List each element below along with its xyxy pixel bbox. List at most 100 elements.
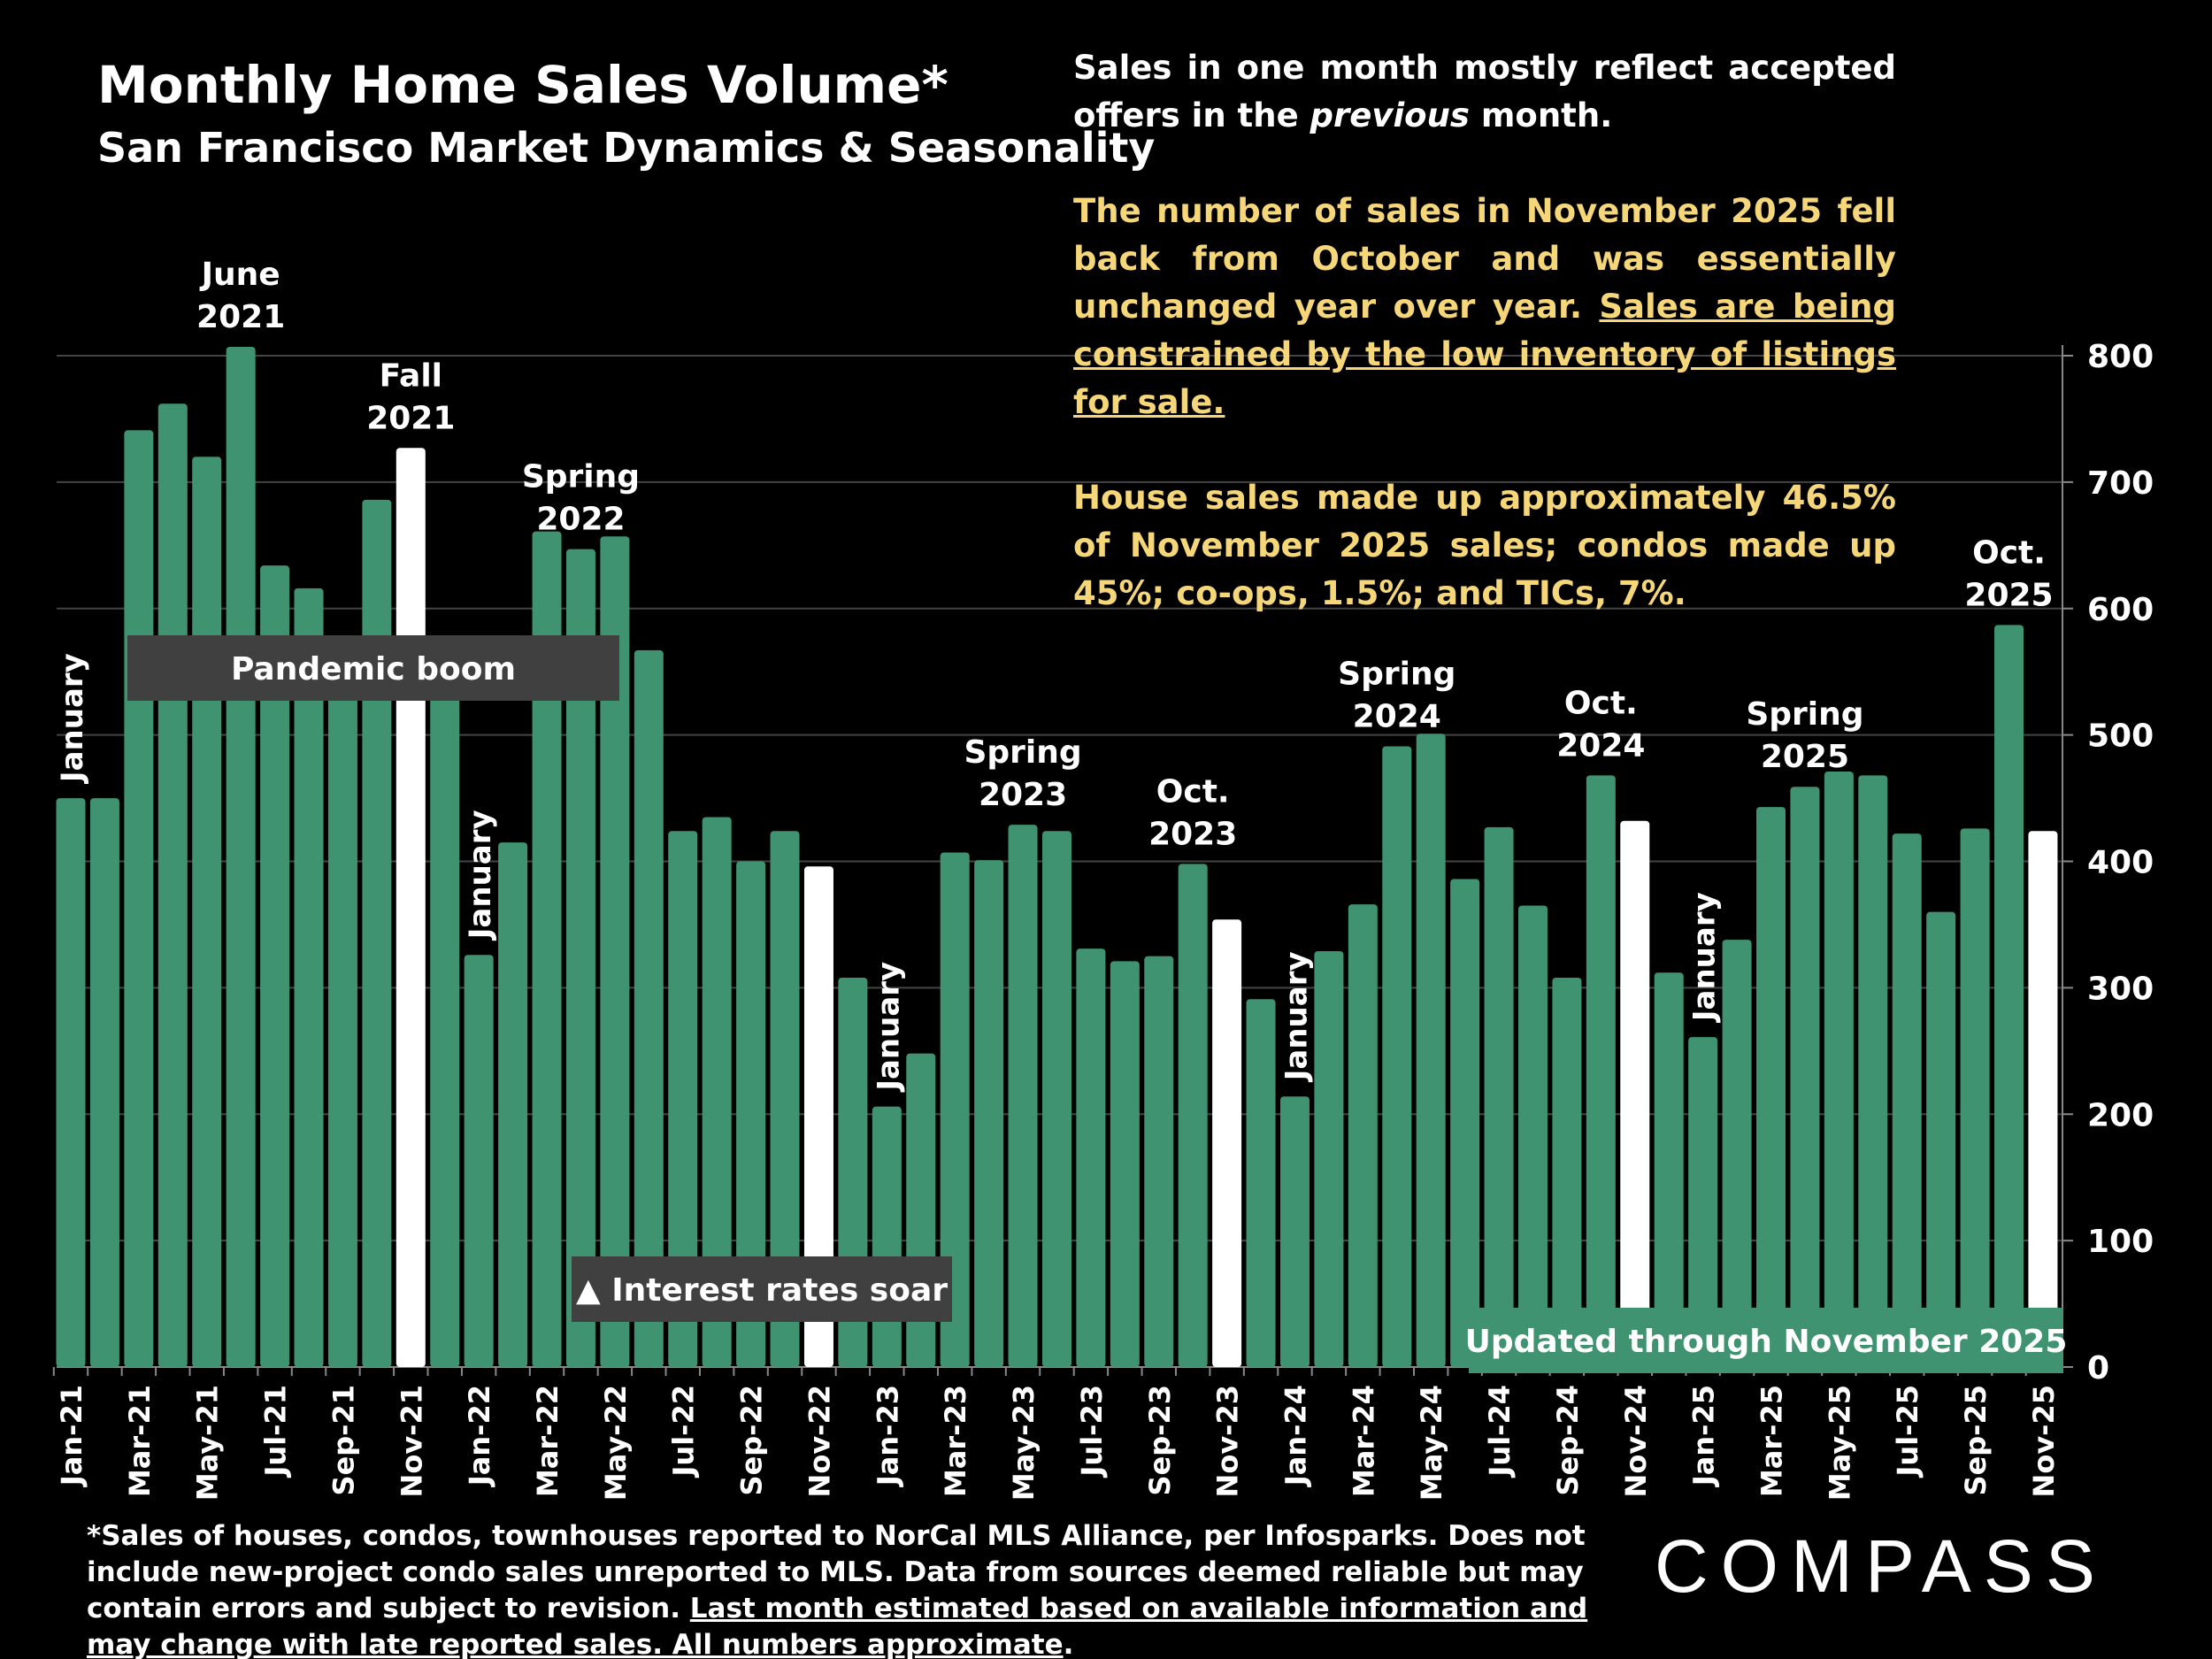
bar — [89, 798, 119, 1367]
bar — [1892, 833, 1922, 1367]
x-tick-label: Sep-22 — [735, 1385, 769, 1495]
bar — [1858, 775, 1888, 1367]
callout-label: ▲ Interest rates soar — [576, 1272, 948, 1309]
x-tick-label: May-23 — [1007, 1385, 1041, 1501]
note-text: month. — [1469, 96, 1613, 134]
x-tick-label: Mar-21 — [123, 1385, 157, 1497]
bar — [56, 798, 86, 1367]
footnote-text: . — [1063, 1629, 1074, 1659]
bar — [1041, 831, 1071, 1367]
annotation-label: Spring 2024 — [1338, 656, 1455, 734]
bar — [1246, 999, 1276, 1367]
bar — [1008, 825, 1038, 1367]
bar — [226, 346, 256, 1367]
bar — [1178, 864, 1208, 1367]
annotation-label: January — [55, 653, 90, 784]
annotation-label: January — [1279, 951, 1314, 1082]
note-emphasis: previous — [1310, 96, 1470, 134]
callout-label: Pandemic boom — [231, 651, 516, 687]
bar — [1722, 940, 1752, 1367]
compass-logo: COMPASS — [1655, 1525, 2108, 1608]
bar — [1314, 950, 1344, 1367]
note-1: Sales in one month mostly reflect accept… — [1073, 44, 1896, 140]
y-tick-label: 400 — [2087, 845, 2154, 881]
bar — [1416, 733, 1446, 1367]
bar — [124, 430, 154, 1367]
y-tick-label: 700 — [2087, 465, 2154, 502]
bar — [1756, 807, 1786, 1367]
chart-subtitle: San Francisco Market Dynamics & Seasonal… — [97, 124, 1156, 172]
bar — [668, 831, 698, 1367]
bar — [1517, 905, 1548, 1367]
callout-box — [127, 635, 619, 701]
bar — [600, 536, 630, 1367]
bar — [1994, 625, 2024, 1367]
y-tick-label: 600 — [2087, 592, 2154, 628]
y-tick-label: 100 — [2087, 1224, 2154, 1260]
bar — [1926, 911, 1956, 1367]
x-tick-label: Jan-25 — [1687, 1385, 1721, 1487]
x-tick-label: Nov-25 — [2027, 1385, 2061, 1497]
annotation-label: June 2021 — [196, 257, 285, 335]
footnote: *Sales of houses, condos, townhouses rep… — [87, 1518, 1626, 1659]
bar — [1552, 977, 1582, 1367]
annotation-label: Spring 2022 — [522, 459, 640, 538]
note-text: The number of sales in November 2025 fel… — [1073, 192, 1896, 326]
bar — [702, 817, 732, 1367]
annotation-label: January — [1687, 892, 1723, 1023]
bar — [1824, 772, 1854, 1367]
annotation-label: January — [871, 962, 906, 1093]
x-tick-label: Jan-22 — [463, 1385, 496, 1487]
annotation-label: January — [463, 810, 498, 941]
callout-box — [1469, 1308, 2063, 1373]
note-3: House sales made up approximately 46.5% … — [1073, 479, 1896, 612]
bar — [260, 565, 290, 1367]
x-tick-label: Jul-25 — [1891, 1385, 1924, 1478]
bar-highlighted — [803, 866, 833, 1367]
bar — [327, 672, 357, 1367]
x-tick-label: May-21 — [191, 1385, 225, 1501]
bar — [1654, 972, 1684, 1367]
x-tick-label: Sep-25 — [1959, 1385, 1993, 1495]
bar — [1450, 879, 1480, 1367]
bar — [1382, 746, 1412, 1367]
annotation-label: Spring 2023 — [964, 734, 1081, 813]
y-tick-label: 0 — [2087, 1350, 2109, 1386]
callout-label: Updated through November 2025 — [1465, 1324, 2068, 1360]
bar — [1790, 787, 1820, 1367]
bar — [770, 831, 800, 1367]
annotation-label: Oct. 2025 — [1964, 534, 2053, 613]
bar — [1076, 949, 1106, 1367]
chart-title: Monthly Home Sales Volume* — [97, 55, 949, 115]
x-tick-label: Jan-24 — [1279, 1385, 1312, 1487]
commentary: Sales in one month mostly reflect accept… — [1073, 44, 1896, 665]
note-underlined: Sales are being constrained by the low i… — [1073, 288, 1896, 421]
x-tick-label: Jan-23 — [871, 1385, 904, 1487]
x-tick-label: Sep-24 — [1551, 1385, 1585, 1495]
x-tick-label: Jul-24 — [1483, 1385, 1517, 1478]
x-tick-label: Jul-22 — [667, 1385, 701, 1478]
annotation-label: Oct. 2024 — [1556, 685, 1645, 764]
bar — [1110, 961, 1140, 1367]
callout-box — [572, 1256, 952, 1322]
annotation-label: Oct. 2023 — [1148, 773, 1237, 852]
note-2: The number of sales in November 2025 fel… — [1073, 188, 1896, 426]
x-tick-label: Nov-24 — [1619, 1385, 1653, 1497]
bar — [294, 588, 324, 1367]
bar — [940, 852, 970, 1367]
annotation-label: Fall 2021 — [366, 357, 455, 436]
y-tick-label: 500 — [2087, 718, 2154, 755]
bar — [157, 403, 188, 1368]
footnote-underlined: Last month estimated based on available … — [87, 1593, 1588, 1659]
x-tick-label: Nov-22 — [803, 1385, 836, 1497]
footnote-text: *Sales of houses, condos, townhouses rep… — [87, 1520, 1586, 1624]
bar — [1144, 956, 1174, 1367]
y-tick-label: 200 — [2087, 1097, 2154, 1133]
y-tick-label: 800 — [2087, 339, 2154, 375]
bar — [634, 649, 664, 1367]
bar — [1688, 1037, 1718, 1367]
bar — [736, 861, 766, 1367]
bar — [1960, 828, 1990, 1367]
bar-highlighted — [1212, 919, 1242, 1367]
